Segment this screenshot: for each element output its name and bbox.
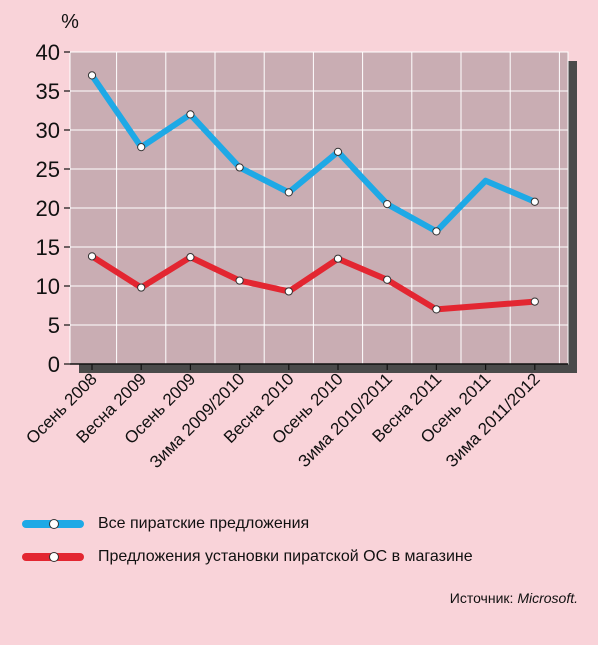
x-tick-label: Зима 2011/2012 bbox=[442, 369, 544, 471]
data-point-1 bbox=[432, 305, 441, 314]
y-tick-label: 0 bbox=[48, 352, 60, 377]
data-point-0 bbox=[383, 200, 392, 209]
data-point-0 bbox=[235, 163, 244, 172]
data-point-1 bbox=[87, 252, 97, 261]
series-line-1 bbox=[89, 253, 538, 313]
data-point-1 bbox=[383, 275, 392, 284]
y-tick-label: 5 bbox=[48, 313, 60, 338]
source-prefix: Источник: bbox=[449, 590, 518, 606]
legend-swatch-red bbox=[22, 546, 84, 568]
data-point-1 bbox=[530, 297, 539, 306]
series-line-0 bbox=[89, 72, 538, 235]
data-point-0 bbox=[284, 188, 293, 197]
legend-label-all-offers: Все пиратские предложения bbox=[98, 515, 310, 532]
y-tick-label: 10 bbox=[36, 274, 60, 299]
data-point-1 bbox=[137, 283, 146, 292]
data-point-1 bbox=[333, 254, 343, 263]
data-point-0 bbox=[530, 197, 539, 206]
data-point-0 bbox=[186, 110, 195, 119]
data-point-1 bbox=[186, 253, 195, 262]
data-point-0 bbox=[137, 143, 146, 152]
y-tick-label: 25 bbox=[36, 157, 60, 182]
legend-item-store-os: Предложения установки пиратской ОС в маг… bbox=[22, 546, 473, 568]
legend-item-all-offers: Все пиратские предложения bbox=[22, 513, 309, 535]
y-tick-label: 30 bbox=[36, 118, 60, 143]
source-name: Microsoft. bbox=[517, 590, 578, 606]
y-tick-label: 40 bbox=[36, 40, 60, 65]
y-unit-label: % bbox=[61, 11, 79, 33]
data-point-1 bbox=[235, 276, 244, 285]
data-point-0 bbox=[432, 227, 441, 236]
data-point-1 bbox=[284, 287, 293, 296]
source-note: Источник: Microsoft. bbox=[450, 590, 578, 606]
y-tick-label: 20 bbox=[36, 196, 60, 221]
y-tick-label: 35 bbox=[36, 79, 60, 104]
legend-swatch-blue bbox=[22, 513, 84, 535]
legend-label-store-os: Предложения установки пиратской ОС в маг… bbox=[98, 548, 473, 565]
data-point-0 bbox=[333, 147, 343, 156]
data-point-0 bbox=[87, 71, 97, 80]
y-tick-label: 15 bbox=[36, 235, 60, 260]
